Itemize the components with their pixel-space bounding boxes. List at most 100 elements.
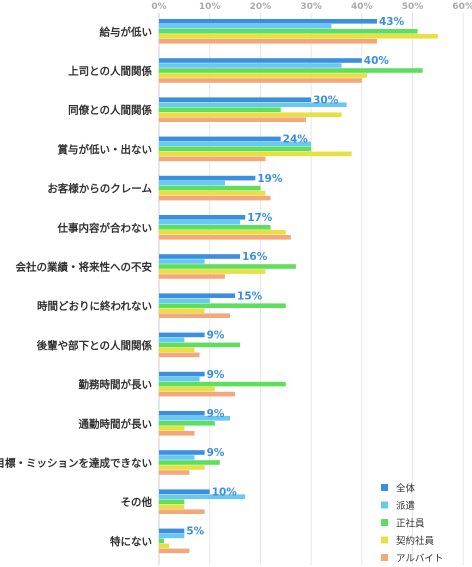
legend-swatch xyxy=(381,501,388,509)
data-label: 5% xyxy=(186,526,204,538)
category-labels: 給与が低い上司との人間関係同僚との人間関係賞与が低い・出ないお客様からのクレーム… xyxy=(0,25,152,548)
bar-4-4 xyxy=(159,195,271,201)
category-label: 特にない xyxy=(110,535,152,548)
bar-4-8 xyxy=(159,352,200,358)
bar-4-13 xyxy=(159,548,190,554)
data-label: 9% xyxy=(207,369,225,381)
bar-3-5 xyxy=(159,230,286,235)
bar-0-0 xyxy=(159,19,378,24)
bar-1-1 xyxy=(159,63,342,68)
bar-0-13 xyxy=(159,528,185,534)
bar-2-13 xyxy=(159,538,165,544)
bar-1-0 xyxy=(159,24,332,29)
bar-4-9 xyxy=(159,391,236,397)
data-labels: 43% 40% 30% 24% 19% 17% 16% 15% 9% 9% 9% 9% 10% 5% xyxy=(186,16,404,538)
data-label: 19% xyxy=(257,173,283,185)
bar-1-12 xyxy=(159,494,246,499)
data-label: 15% xyxy=(237,290,263,302)
legend-label: 正社員 xyxy=(396,518,425,530)
data-label: 24% xyxy=(283,134,309,146)
bar-2-7 xyxy=(159,303,286,308)
bar-2-11 xyxy=(159,460,220,465)
bar-0-7 xyxy=(159,293,236,298)
bar-4-3 xyxy=(159,156,266,162)
bar-3-9 xyxy=(159,386,215,392)
category-label: 賞与が低い・出ない xyxy=(58,143,153,156)
bar-4-10 xyxy=(159,431,195,436)
bar-4-0 xyxy=(159,39,378,44)
category-label: 仕事内容が合わない xyxy=(57,221,153,234)
bar-2-2 xyxy=(159,107,281,112)
legend-label: アルバイト xyxy=(396,554,443,565)
bar-0-11 xyxy=(159,450,205,455)
x-tick-label: 20% xyxy=(250,2,272,12)
category-label: 上司との人間関係 xyxy=(68,65,152,78)
bar-2-0 xyxy=(159,29,418,34)
x-tick-label: 10% xyxy=(199,2,221,12)
x-tick-label: 30% xyxy=(300,2,322,12)
bar-0-4 xyxy=(159,175,256,181)
bar-4-7 xyxy=(159,313,230,318)
legend-swatch xyxy=(381,536,388,544)
category-label: 勤務時間が長い xyxy=(79,378,153,391)
bar-3-7 xyxy=(159,308,205,313)
category-label: 給与が低い xyxy=(100,25,153,38)
bar-0-12 xyxy=(159,489,210,494)
bar-0-5 xyxy=(159,215,246,220)
x-tick-label: 40% xyxy=(351,2,373,12)
legend-swatch xyxy=(381,554,388,561)
bar-2-12 xyxy=(159,499,185,504)
data-label: 9% xyxy=(207,408,225,420)
data-label: 43% xyxy=(379,16,405,28)
x-tick-label: 0% xyxy=(151,2,166,12)
bar-1-8 xyxy=(159,337,185,343)
data-label: 16% xyxy=(242,251,268,263)
bar-3-11 xyxy=(159,465,205,470)
bar-0-2 xyxy=(159,97,312,102)
category-label: 後輩や部下との人間関係 xyxy=(36,339,153,352)
category-label: その他 xyxy=(121,496,153,509)
bar-1-2 xyxy=(159,102,347,107)
bar-3-3 xyxy=(159,151,352,157)
category-label: お客様からのクレーム xyxy=(47,182,152,195)
grid-lines xyxy=(158,13,464,565)
x-tick-label: 60% xyxy=(452,2,472,12)
bar-3-0 xyxy=(159,34,438,39)
bar-0-3 xyxy=(159,136,281,142)
legend-label: 全体 xyxy=(396,483,416,495)
category-label: 時間どおりに終われない xyxy=(37,300,152,313)
bar-1-7 xyxy=(159,298,210,303)
bar-2-8 xyxy=(159,342,241,348)
bar-4-12 xyxy=(159,509,205,514)
bar-0-1 xyxy=(159,58,362,63)
bar-3-10 xyxy=(159,426,185,431)
bar-1-4 xyxy=(159,180,225,186)
legend-label: 派遣 xyxy=(396,500,416,512)
data-label: 9% xyxy=(207,330,225,342)
category-label: 通勤時間が長い xyxy=(79,417,153,430)
bar-4-6 xyxy=(159,274,225,279)
category-label: 会社の業績・将来性への不安 xyxy=(16,261,153,274)
bar-4-2 xyxy=(159,117,307,122)
bar-3-2 xyxy=(159,112,342,117)
x-tick-label: 50% xyxy=(402,2,424,12)
bar-0-10 xyxy=(159,411,205,416)
bar-1-9 xyxy=(159,376,200,382)
bar-2-9 xyxy=(159,381,286,387)
bar-0-8 xyxy=(159,332,205,338)
bar-4-5 xyxy=(159,235,291,240)
legend-swatch xyxy=(381,519,388,526)
bar-1-11 xyxy=(159,455,195,460)
legend-swatch xyxy=(381,484,388,491)
bar-3-8 xyxy=(159,347,195,353)
bar-1-10 xyxy=(159,416,230,421)
bar-1-6 xyxy=(159,259,205,264)
bar-1-3 xyxy=(159,141,312,147)
bar-3-13 xyxy=(159,543,170,549)
category-label: 目標・ミッションを達成できない xyxy=(0,457,152,470)
data-label: 9% xyxy=(207,447,225,459)
bars xyxy=(159,19,438,554)
bar-0-9 xyxy=(159,371,205,377)
